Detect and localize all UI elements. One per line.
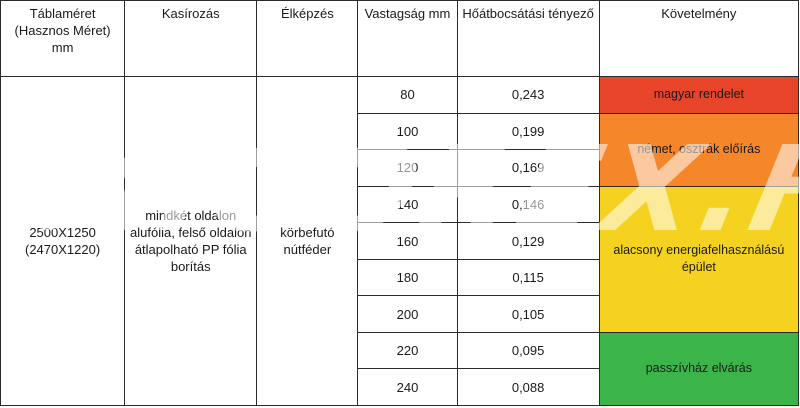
- thickness-cell: 80: [357, 76, 458, 114]
- header-requirement: Követelmény: [598, 0, 800, 78]
- lamination-cell: mindkét oldalon alufólia, felső oldalon …: [124, 76, 258, 406]
- conductivity-cell: 0,088: [456, 368, 600, 406]
- thickness-cell: 100: [357, 112, 458, 151]
- thickness-cell: 160: [357, 222, 458, 260]
- thickness-cell: 180: [357, 258, 458, 297]
- conductivity-cell: 0,169: [456, 149, 600, 187]
- requirement-low-energy: alacsony energiafelhasználású épület: [598, 185, 800, 333]
- table-row: 2500X1250 (2470X1220) mindkét oldalon al…: [0, 76, 800, 406]
- thickness-cell: 240: [357, 368, 458, 406]
- thickness-cell: 220: [357, 331, 458, 370]
- thickness-cell: 140: [357, 185, 458, 224]
- thickness-cell: 120: [357, 149, 458, 187]
- conductivity-cell: 0,095: [456, 331, 600, 370]
- table-row: 160 0,129: [1, 222, 799, 260]
- requirement-german-austrian: német, osztrák előírás: [598, 112, 800, 187]
- requirement-hungarian: magyar rendelet: [598, 76, 800, 114]
- table-row: 220 0,095 passzívház elvárás: [1, 331, 800, 407]
- conductivity-cell: 0,129: [456, 222, 600, 260]
- conductivity-cell: 0,243: [456, 76, 600, 114]
- conductivity-cell: 0,115: [456, 258, 600, 297]
- conductivity-cell: 0,199: [456, 112, 600, 151]
- table-row: 240 0,088: [1, 368, 799, 406]
- header-row: Táblaméret (Hasznos Méret) mm Kasírozás …: [0, 0, 800, 78]
- panel-size-cell: 2500X1250 (2470X1220): [0, 76, 126, 406]
- header-thickness: Vastagság mm: [357, 0, 458, 78]
- conductivity-cell: 0,105: [456, 295, 600, 333]
- header-lamination: Kasírozás: [124, 0, 258, 78]
- edge-cell: körbefutó nútféder: [256, 76, 359, 406]
- table-row: 200 0,105: [1, 295, 799, 333]
- header-conductivity: Hőátbocsátási tényező: [456, 0, 600, 78]
- requirement-passive-house: passzívház elvárás: [598, 331, 800, 407]
- conductivity-cell: 0,146: [456, 185, 600, 224]
- table-row: 140 0,146 alacsony energiafelhasználású …: [1, 185, 800, 333]
- table-row: 100 0,199 német, osztrák előírás: [1, 112, 800, 187]
- header-edge: Élképzés: [256, 0, 359, 78]
- thickness-cell: 200: [357, 295, 458, 333]
- header-size: Táblaméret (Hasznos Méret) mm: [0, 0, 126, 78]
